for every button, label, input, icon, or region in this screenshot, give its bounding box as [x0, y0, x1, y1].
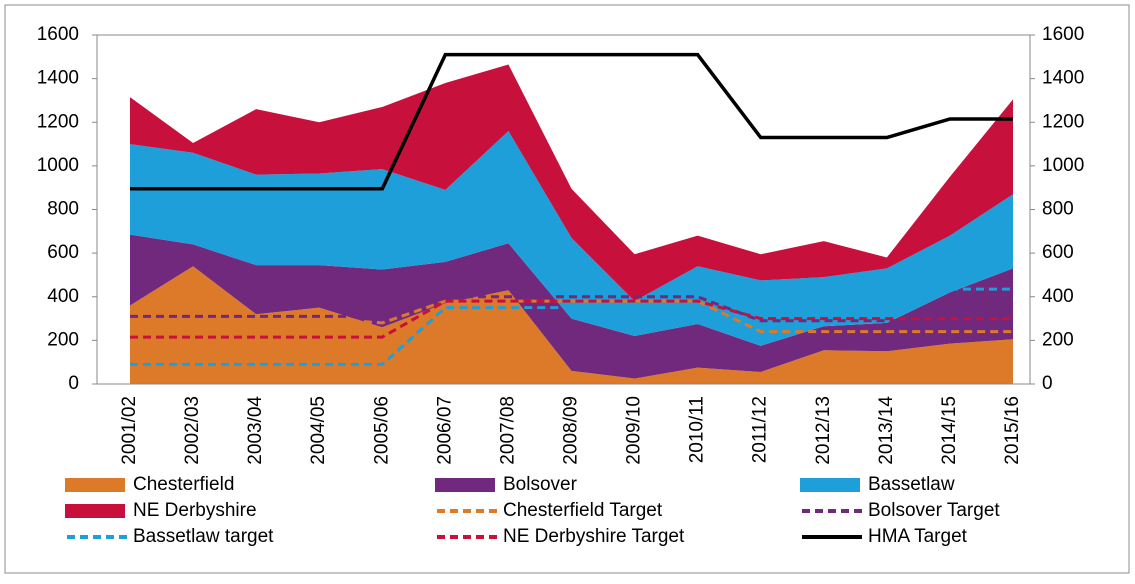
y2-tick-label: 200 — [1042, 329, 1074, 350]
y2-tick-label: 1000 — [1042, 155, 1084, 176]
x-tick-label: 2014/15 — [939, 396, 960, 465]
x-tick-label: 2004/05 — [308, 396, 329, 465]
y2-tick-label: 600 — [1042, 242, 1074, 263]
legend-label: Chesterfield Target — [503, 500, 663, 521]
legend-swatch — [65, 504, 125, 518]
x-tick-label: 2010/11 — [687, 396, 708, 463]
x-tick-label: 2002/03 — [182, 396, 203, 465]
x-tick-label: 2003/04 — [245, 396, 266, 465]
y-tick-label: 600 — [47, 242, 79, 263]
legend-label: NE Derbyshire Target — [503, 526, 685, 547]
x-tick-label: 2008/09 — [561, 396, 582, 465]
area — [130, 266, 1013, 384]
y-tick-label: 1600 — [37, 24, 79, 45]
x-tick-label: 2012/13 — [813, 396, 834, 465]
legend-label: Bolsover Target — [868, 500, 1000, 521]
y-tick-label: 400 — [47, 286, 79, 307]
legend-label: Chesterfield — [133, 474, 234, 495]
x-tick-label: 2015/16 — [1002, 396, 1023, 465]
legend-swatch — [435, 478, 495, 492]
legend-label: Bolsover — [503, 474, 578, 495]
y-tick-label: 1000 — [37, 155, 79, 176]
legend-label: HMA Target — [868, 526, 968, 547]
x-tick-label: 2013/14 — [876, 396, 897, 465]
y-tick-label: 0 — [68, 373, 79, 394]
line — [130, 52, 1013, 191]
y-tick-label: 200 — [47, 329, 79, 350]
x-tick-label: 2001/02 — [119, 396, 140, 465]
area — [130, 64, 1013, 302]
y2-tick-label: 1200 — [1042, 111, 1084, 132]
legend: Chesterfield Bolsover Bassetlaw NE Derbyshi… — [65, 474, 1000, 547]
y-tick-label: 1200 — [37, 111, 79, 132]
legend-label: NE Derbyshire — [133, 500, 257, 521]
y2-tick-label: 800 — [1042, 199, 1074, 220]
x-tick-label: 2007/08 — [497, 396, 518, 465]
chart-frame — [4, 4, 1130, 574]
y2-tick-label: 1400 — [1042, 68, 1084, 89]
x-tick-label: 2006/07 — [434, 396, 455, 465]
y-tick-label: 1400 — [37, 68, 79, 89]
x-tick-label: 2009/10 — [624, 396, 645, 465]
x-tick-label: 2011/12 — [750, 396, 771, 463]
line — [130, 299, 1013, 339]
line — [130, 295, 1013, 323]
y2-tick-label: 0 — [1042, 373, 1053, 394]
area — [130, 130, 1013, 346]
x-tick-label: 2005/06 — [371, 396, 392, 465]
legend-label: Bassetlaw target — [133, 526, 274, 547]
legend-label: Bassetlaw — [868, 474, 955, 495]
y2-tick-label: 1600 — [1042, 24, 1084, 45]
y2-tick-label: 400 — [1042, 286, 1074, 307]
plot-area: 0 200 400 600 800 1000 1200 1400 1600 0 200 400 600 8… — [37, 24, 1085, 465]
legend-swatch — [800, 478, 860, 492]
legend-swatch — [65, 478, 125, 492]
line — [130, 287, 1013, 366]
plot-frame — [96, 34, 1031, 385]
line — [130, 299, 1013, 334]
y-tick-label: 800 — [47, 199, 79, 220]
area — [130, 234, 1013, 379]
